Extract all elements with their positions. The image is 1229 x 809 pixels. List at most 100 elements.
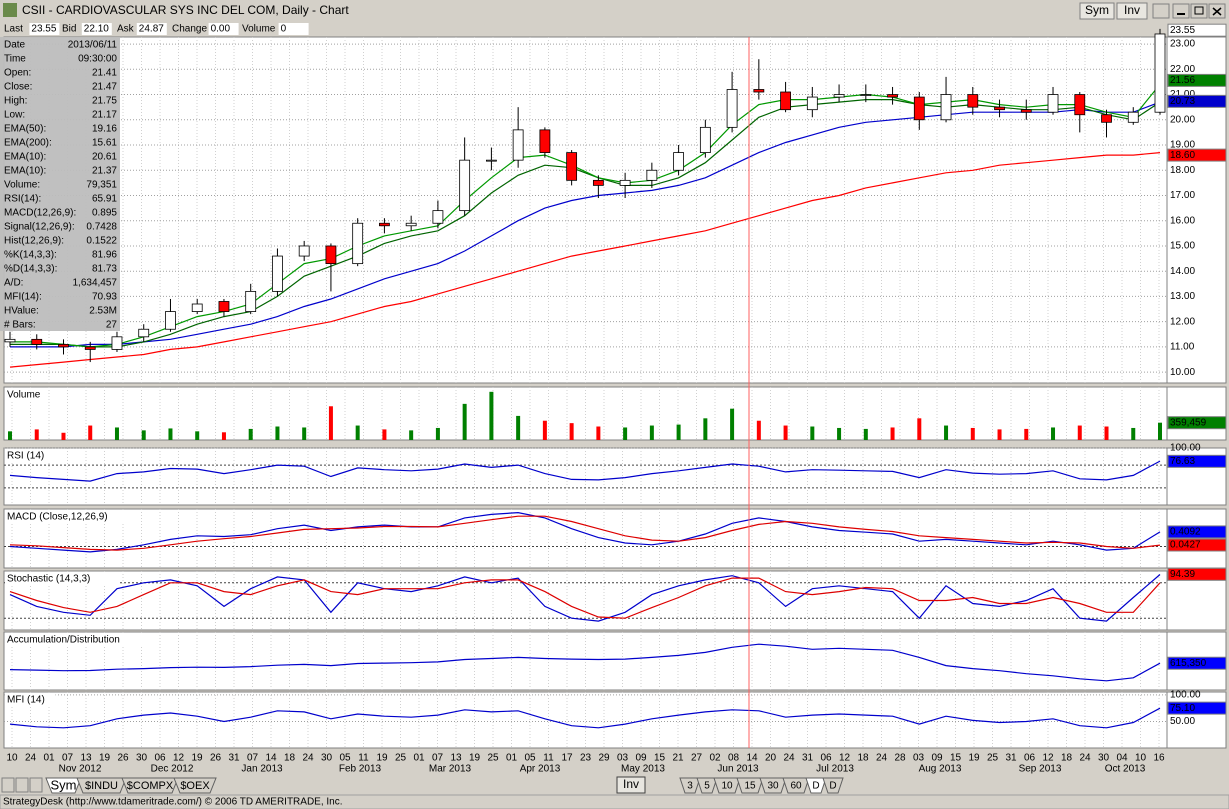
panel-title-background: [5, 450, 56, 462]
symbol-tab[interactable]: [76, 777, 127, 794]
period-tab-label[interactable]: 60: [790, 781, 802, 792]
axis-background: [1166, 570, 1227, 631]
x-day-label: 31: [1005, 753, 1017, 764]
candle-body: [806, 96, 818, 111]
scroll-button[interactable]: [15, 777, 29, 793]
volume-bar: [890, 427, 895, 440]
symbol-tab-label[interactable]: $COMPX: [127, 780, 174, 792]
period-tab-label[interactable]: 3: [687, 781, 693, 792]
value-tag: [1167, 94, 1227, 108]
scroll-button[interactable]: [1, 777, 15, 793]
info-value: 79,351: [86, 180, 117, 191]
x-day-label: 19: [469, 753, 481, 764]
x-day-label: 26: [117, 753, 129, 764]
y-tick-label: 50.00: [1170, 716, 1195, 727]
x-day-label: 24: [1079, 753, 1091, 764]
y-tick-label: 18.00: [1170, 165, 1195, 176]
panel-background: [3, 570, 1168, 631]
volume-bar: [8, 431, 12, 440]
period-tab[interactable]: [822, 777, 844, 794]
period-tab-label[interactable]: 5: [704, 781, 710, 792]
x-day-label: 31: [802, 753, 814, 764]
quote-value: 22.10: [84, 24, 109, 35]
y-tick-label: 10.00: [1170, 367, 1195, 378]
inv-button[interactable]: [1116, 2, 1148, 20]
volume-bar: [1024, 428, 1029, 440]
volume-bar: [195, 431, 200, 440]
candle-body: [726, 89, 738, 128]
period-tab-label[interactable]: D: [829, 781, 836, 792]
sym-button-label[interactable]: Sym: [1085, 3, 1109, 17]
candle-body: [432, 210, 444, 224]
period-tab-label[interactable]: 10: [721, 781, 733, 792]
period-tab[interactable]: [805, 777, 827, 794]
info-label: MFI(14):: [4, 292, 42, 303]
volume-bar: [970, 427, 975, 440]
minimize-button[interactable]: [1172, 3, 1190, 19]
period-tab-label[interactable]: 15: [744, 781, 756, 792]
candle-body: [940, 94, 952, 121]
panel-title-background: [5, 634, 154, 646]
volume-bar: [569, 423, 574, 440]
x-day-label: 04: [1116, 753, 1128, 764]
panel-background: [3, 631, 1168, 691]
candle-body: [994, 106, 1005, 111]
status-text: StrategyDesk (http://www.tdameritrade.co…: [3, 797, 343, 808]
value-tag-label: 359,459: [1170, 417, 1207, 428]
period-tab-label[interactable]: D: [812, 781, 819, 792]
volume-bar: [168, 428, 173, 440]
symbol-tab-label[interactable]: Sym: [51, 777, 77, 792]
info-label: %D(14,3,3):: [4, 264, 57, 275]
period-tab[interactable]: [713, 777, 741, 794]
value-tag: [1167, 148, 1227, 162]
value-tag-label: 23.55: [1170, 25, 1195, 36]
symbol-tab[interactable]: [45, 777, 82, 794]
volume-bar: [248, 428, 253, 440]
symbol-tab[interactable]: [121, 777, 179, 794]
period-tab[interactable]: [759, 777, 787, 794]
info-label: Date: [4, 40, 26, 51]
tab-bar: [0, 776, 1229, 794]
x-day-label: 20: [765, 753, 777, 764]
info-label: Low:: [4, 110, 25, 121]
symbol-tab-label[interactable]: $OEX: [180, 780, 210, 792]
series-line: [9, 152, 1161, 368]
quote-value-box: [278, 23, 309, 35]
info-label: EMA(10):: [4, 166, 46, 177]
inv-button-label[interactable]: Inv: [1124, 3, 1140, 17]
period-tab[interactable]: [782, 777, 810, 794]
volume-bar: [596, 426, 601, 440]
series-line: [9, 577, 1161, 619]
period-tab-label[interactable]: 30: [767, 781, 779, 792]
value-tag-label: 21.56: [1170, 75, 1195, 86]
info-value: 65.91: [92, 194, 117, 205]
x-day-label: 18: [857, 753, 869, 764]
period-tab[interactable]: [736, 777, 764, 794]
axis-background: [1166, 691, 1227, 749]
inv-tab-label[interactable]: Inv: [623, 777, 639, 791]
volume-bar: [837, 427, 842, 440]
period-tab[interactable]: [679, 777, 701, 794]
volume-bar: [1051, 427, 1056, 440]
y-tick-label: 100.00: [1170, 443, 1201, 454]
restore-button[interactable]: [1152, 3, 1170, 19]
value-tag: [1167, 416, 1227, 430]
period-tab[interactable]: [696, 777, 718, 794]
y-tick-label: 14.00: [1170, 266, 1195, 277]
candle-body: [191, 303, 203, 312]
maximize-button[interactable]: [1190, 3, 1208, 19]
sym-button[interactable]: [1079, 2, 1115, 20]
info-value: 70.93: [92, 292, 117, 303]
scroll-button[interactable]: [29, 777, 43, 793]
x-day-label: 10: [6, 753, 18, 764]
symbol-tab[interactable]: [173, 777, 217, 794]
info-value: 0.895: [92, 208, 117, 219]
quote-label: Bid: [62, 24, 76, 35]
series-line: [10, 101, 1161, 348]
inv-tab-button[interactable]: [616, 776, 646, 794]
symbol-tab-label[interactable]: $INDU: [85, 780, 118, 792]
info-value: 15.61: [92, 138, 117, 149]
volume-bar: [409, 430, 414, 440]
quote-label: Ask: [117, 24, 135, 35]
x-month-label: Nov 2012: [59, 764, 102, 775]
